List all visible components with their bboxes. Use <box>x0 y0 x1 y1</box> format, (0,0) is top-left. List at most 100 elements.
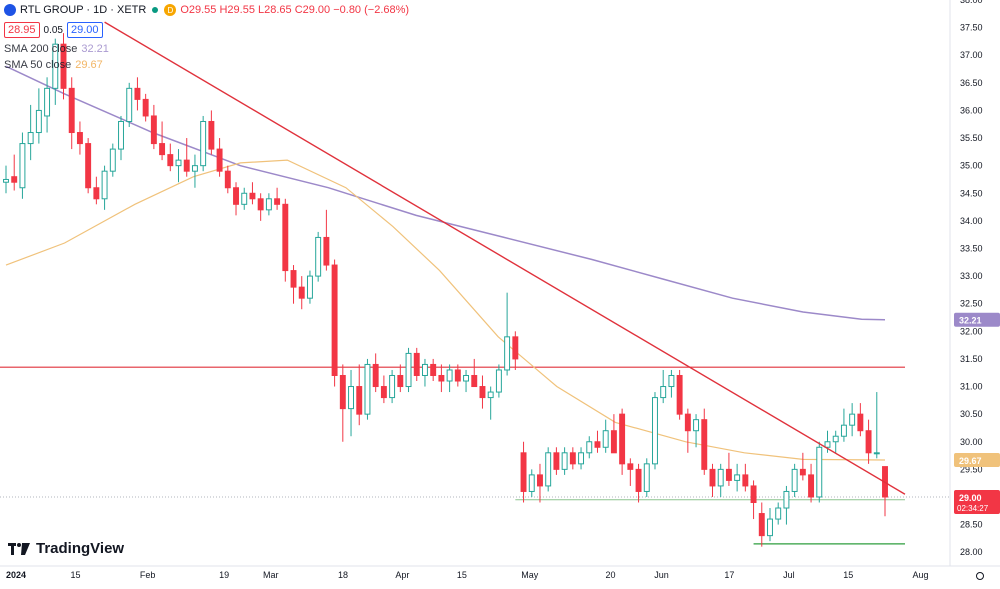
candle-body <box>832 435 839 443</box>
symbol-title[interactable]: RTL GROUP · 1D · XETR <box>20 4 147 16</box>
candle-body <box>413 352 420 376</box>
candle-body <box>767 518 773 537</box>
spread-value: 0.05 <box>43 24 63 36</box>
sma50-legend[interactable]: SMA 50 close 29.67 <box>4 57 409 73</box>
candle-body <box>487 391 494 399</box>
candle-body <box>553 452 560 470</box>
candle-body <box>150 115 157 145</box>
candle-body <box>734 474 741 481</box>
candle-body <box>134 87 141 100</box>
candle-body <box>652 397 658 465</box>
candle-body <box>126 87 133 122</box>
candle-body <box>495 369 502 393</box>
sma50-line <box>5 159 886 461</box>
candle-body <box>356 386 363 415</box>
candle-body <box>60 43 67 89</box>
candle-body <box>709 468 716 487</box>
candle-body <box>101 170 108 200</box>
candle-body <box>241 192 248 205</box>
candle-body <box>216 148 223 172</box>
candle-body <box>68 87 75 134</box>
candle-body <box>610 430 617 454</box>
candle-body <box>249 192 256 200</box>
price-tick-label: 29.50 <box>960 464 983 474</box>
time-tick-label: 20 <box>605 570 615 580</box>
chart-legend: RTL GROUP · 1D · XETR D O29.55 H29.55 L2… <box>4 2 409 73</box>
candle-body <box>561 452 568 470</box>
candle-body <box>799 468 806 476</box>
candle-body <box>619 413 626 465</box>
dividend-marker-icon[interactable]: D <box>164 4 177 16</box>
time-tick-label: 15 <box>843 570 853 580</box>
sell-price-button[interactable]: 28.95 <box>4 22 40 38</box>
candle-body <box>454 369 461 382</box>
sma200-legend[interactable]: SMA 200 close 32.21 <box>4 41 409 57</box>
tradingview-logo[interactable]: TradingView <box>8 540 124 557</box>
candle-body <box>528 474 535 492</box>
market-status-icon <box>152 7 159 13</box>
candle-body <box>717 468 724 487</box>
price-tick-label: 33.00 <box>960 271 983 281</box>
candle-body <box>668 374 675 388</box>
candle-body <box>183 159 190 172</box>
candle-body <box>545 452 552 487</box>
candle-body <box>323 236 330 266</box>
candle-body <box>265 198 272 211</box>
candle-body <box>693 419 700 432</box>
time-tick-label: May <box>521 570 539 580</box>
candle-body <box>290 270 297 288</box>
candle-body <box>118 120 124 150</box>
ohlc-values: O29.55 H29.55 L28.65 C29.00 −0.80 (−2.68… <box>180 4 410 16</box>
sma50-value: 29.67 <box>75 59 103 71</box>
candle-body <box>85 143 92 189</box>
candle-body <box>76 132 83 145</box>
candle-body <box>873 452 880 455</box>
price-tick-label: 32.00 <box>960 326 983 336</box>
candle-body <box>578 452 585 465</box>
price-tick-label: 38.00 <box>960 0 983 5</box>
candle-body <box>380 386 387 399</box>
candle-body <box>372 363 379 388</box>
candle-body <box>635 468 642 492</box>
buy-price-button[interactable]: 29.00 <box>67 22 103 38</box>
price-tick-label: 36.50 <box>960 78 983 88</box>
time-tick-label: Mar <box>263 570 279 580</box>
candle-body <box>742 474 749 487</box>
candle-body <box>430 363 437 376</box>
candle-body <box>725 468 732 481</box>
candle-body <box>405 352 412 388</box>
time-tick-label: Aug <box>912 570 928 580</box>
price-tick-label: 35.50 <box>960 133 983 143</box>
candle-body <box>142 98 149 117</box>
candle-body <box>537 474 543 487</box>
candle-body <box>520 452 527 492</box>
price-tick-label: 30.00 <box>960 437 983 447</box>
downtrend-line <box>104 21 906 495</box>
bid-ask-row: 28.95 0.05 29.00 <box>4 21 409 39</box>
candle-body <box>512 336 519 360</box>
price-tick-label: 31.50 <box>960 354 983 364</box>
candle-body <box>676 374 683 415</box>
price-tick-label: 30.50 <box>960 409 983 419</box>
candle-body <box>758 513 765 537</box>
candle-body <box>446 369 453 382</box>
price-axis-badge-value: 32.21 <box>959 316 982 326</box>
candle-body <box>701 419 708 470</box>
price-tick-label: 36.00 <box>960 105 983 115</box>
price-axis-badge <box>954 312 1000 327</box>
candle-body <box>840 424 847 437</box>
candle-body <box>339 374 346 410</box>
candle-body <box>257 198 264 211</box>
candle-body <box>479 386 486 399</box>
price-axis-badge <box>954 452 1000 467</box>
price-axis-badge <box>954 489 1000 514</box>
candle-body <box>11 176 18 183</box>
candle-body <box>602 430 609 448</box>
candle-body <box>783 490 790 509</box>
candle-body <box>191 165 198 172</box>
countdown-label: 02:34:27 <box>957 504 989 513</box>
candle-body <box>397 374 404 388</box>
price-tick-label: 31.00 <box>960 382 983 392</box>
